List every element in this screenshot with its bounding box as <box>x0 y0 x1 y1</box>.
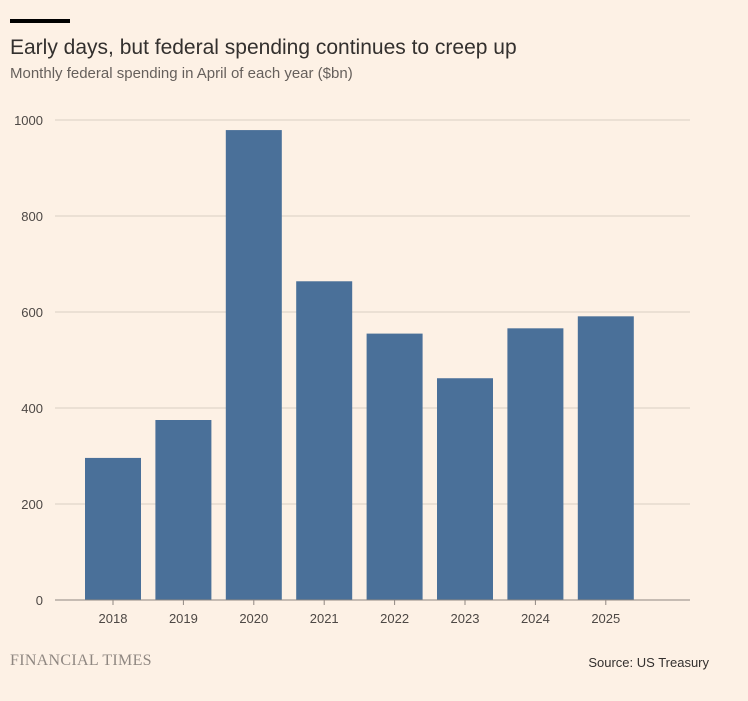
chart-subtitle: Monthly federal spending in April of eac… <box>10 65 353 82</box>
y-tick-label: 800 <box>21 209 43 224</box>
x-tick-label: 2024 <box>521 611 550 626</box>
bar <box>296 281 353 600</box>
bar <box>437 378 493 600</box>
x-tick-label: 2023 <box>451 611 480 626</box>
x-tick-label: 2025 <box>591 611 620 626</box>
x-tick-label: 2020 <box>239 611 268 626</box>
publisher-logo: FINANCIAL TIMES <box>10 652 152 669</box>
bar <box>577 316 634 600</box>
x-tick-label: 2021 <box>310 611 339 626</box>
header-rule <box>10 19 70 23</box>
bar <box>507 328 564 600</box>
y-tick-label: 0 <box>36 593 43 608</box>
bar <box>366 333 423 600</box>
bar <box>85 457 141 600</box>
y-tick-label: 600 <box>21 305 43 320</box>
y-tick-label: 1000 <box>14 113 43 128</box>
source-note: Source: US Treasury <box>588 655 709 670</box>
x-tick-label: 2022 <box>380 611 409 626</box>
x-tick-label: 2019 <box>169 611 198 626</box>
bar <box>225 130 282 600</box>
chart-title: Early days, but federal spending continu… <box>10 36 517 59</box>
y-tick-label: 400 <box>21 401 43 416</box>
y-tick-label: 200 <box>21 497 43 512</box>
x-tick-label: 2018 <box>99 611 128 626</box>
bar <box>155 420 212 600</box>
